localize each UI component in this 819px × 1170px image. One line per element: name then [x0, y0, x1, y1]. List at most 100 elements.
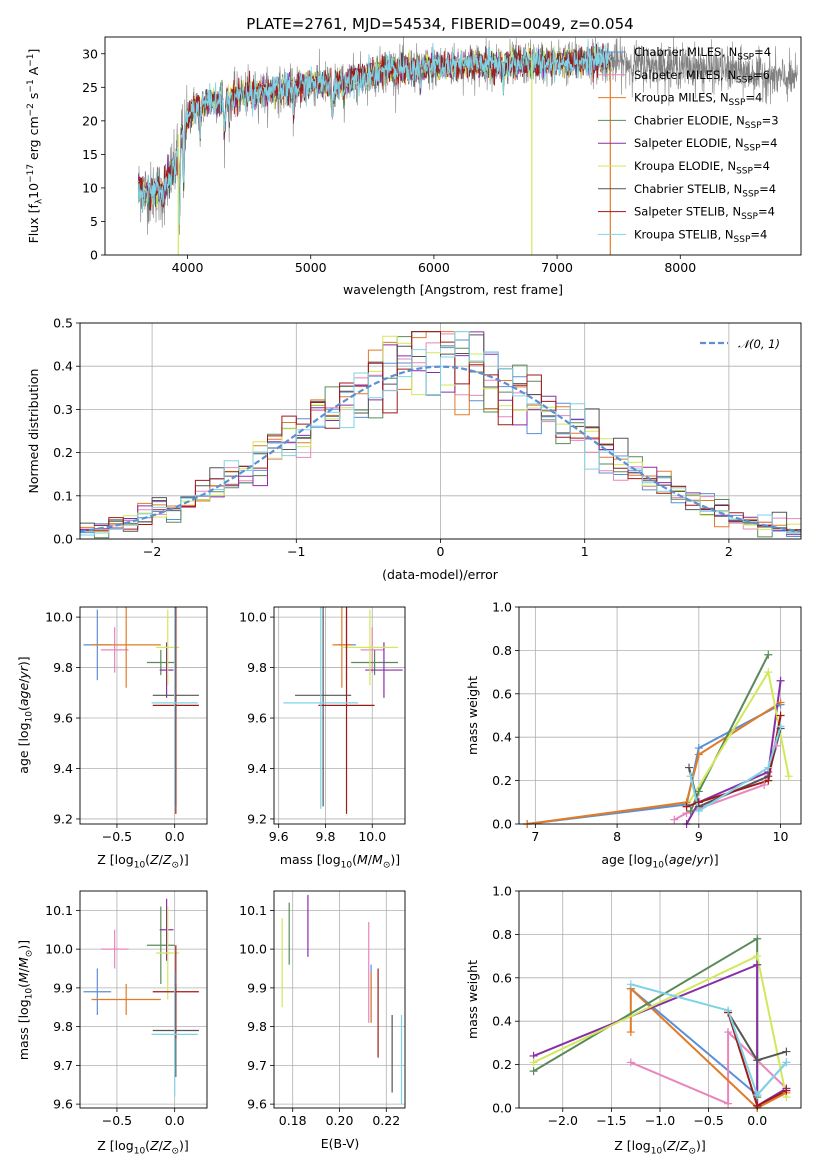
weight-line — [685, 680, 782, 824]
y-axis-label: mass [log10(M/M⊙)] — [16, 940, 35, 1060]
axes-frame — [518, 890, 802, 1109]
y-tick-label: 0.0 — [492, 1101, 512, 1116]
weight-marker — [626, 1058, 635, 1067]
weight-marker — [724, 1099, 733, 1108]
x-axis-label: (data-model)/error — [382, 567, 499, 582]
y-tick-label: 15 — [82, 147, 98, 162]
y-tick-label: 0.0 — [492, 817, 512, 832]
x-tick-label: 0.20 — [326, 1113, 354, 1128]
y-axis-label: age [log10(age/yr)] — [16, 656, 35, 773]
panel-spectrum: 4000 5000 6000 7000 8000 0 5 10 15 20 25 30 Chabrier… — [26, 36, 802, 297]
x-tick-label: 7000 — [541, 260, 573, 275]
y-tick-label: 10.0 — [45, 942, 73, 957]
y-tick-label: 0.1 — [53, 488, 73, 503]
y-tick-label: 9.6 — [53, 711, 73, 726]
x-axis-label: age [log10(age/yr)] — [601, 852, 718, 871]
y-tick-label: 9.8 — [247, 1019, 267, 1034]
y-tick-label: 0.2 — [53, 445, 73, 460]
panel-age_vs_mass: 9.6 9.8 10.0 9.2 9.4 9.6 9.8 10.0 mass [log10(M/… — [239, 606, 406, 871]
y-tick-label: 9.2 — [247, 811, 267, 826]
y-tick-label: 0 — [90, 248, 98, 263]
weight-marker — [753, 934, 762, 943]
x-tick-label: 8000 — [664, 260, 696, 275]
y-tick-label: 0.3 — [53, 402, 73, 417]
weight-marker — [782, 1058, 791, 1067]
y-tick-label: 0.6 — [492, 686, 512, 701]
legend-label: Kroupa MILES, NSSP=4 — [634, 91, 762, 109]
weight-marker — [782, 1047, 791, 1056]
y-tick-label: 10.0 — [239, 942, 267, 957]
legend-label: Chabrier MILES, NSSP=4 — [634, 45, 771, 63]
weight-marker — [753, 1101, 762, 1110]
y-tick-label: 0.0 — [53, 532, 73, 547]
weight-marker — [753, 1056, 762, 1065]
y-tick-label: 0.8 — [492, 643, 512, 658]
y-tick-label: 9.6 — [53, 1097, 73, 1112]
plot-area — [281, 894, 403, 1105]
y-tick-label: 20 — [82, 113, 98, 128]
y-tick-label: 9.8 — [53, 1019, 73, 1034]
weight-marker — [782, 1086, 791, 1095]
legend-label: 𝒩(0, 1) — [738, 337, 780, 351]
x-tick-label: 9 — [695, 829, 703, 844]
panel-weight_vs_Z: −2.0 −1.5 −1.0 −0.5 0.0 0.0 0.2 0.4 0.6 0.8 1.0 mas… — [465, 884, 802, 1157]
y-tick-label: 1.0 — [492, 884, 512, 899]
y-axis-label: mass weight — [465, 676, 480, 755]
weight-marker — [686, 806, 695, 815]
residual-histogram — [80, 331, 801, 532]
x-axis-label: E(B-V) — [321, 1136, 360, 1151]
weight-marker — [626, 1028, 635, 1037]
x-tick-label: 0.0 — [165, 829, 185, 844]
weight-marker — [776, 698, 785, 707]
y-tick-label: 9.4 — [53, 761, 73, 776]
y-tick-label: 0.5 — [53, 316, 73, 331]
x-tick-label: 0.22 — [372, 1113, 400, 1128]
plot-area — [527, 654, 790, 824]
weight-marker — [724, 1006, 733, 1015]
weight-marker — [626, 980, 635, 989]
y-axis-label: Flux [fλ10−17 erg cm−2 s−1 A−1] — [26, 49, 45, 244]
axes-frame — [79, 890, 208, 1109]
y-tick-label: 10.0 — [45, 610, 73, 625]
axes-frame — [79, 322, 802, 540]
x-tick-label: −1.5 — [596, 1113, 626, 1128]
x-tick-label: −1 — [287, 544, 305, 559]
weight-marker — [670, 815, 679, 824]
weight-marker — [724, 1028, 733, 1037]
axes-frame — [79, 606, 208, 825]
x-tick-label: 10.0 — [358, 829, 386, 844]
weight-marker — [772, 741, 781, 750]
x-tick-label: −2.0 — [548, 1113, 578, 1128]
y-tick-label: 9.9 — [247, 980, 267, 995]
weight-line — [689, 726, 782, 813]
legend-label: Salpeter ELODIE, NSSP=4 — [634, 136, 777, 154]
x-tick-label: 9.6 — [269, 829, 289, 844]
x-tick-label: 5000 — [295, 260, 327, 275]
weight-marker — [685, 763, 694, 772]
y-tick-label: 10 — [82, 180, 98, 195]
y-tick-label: 25 — [82, 80, 98, 95]
weight-marker — [776, 711, 785, 720]
y-tick-label: 0.4 — [53, 359, 73, 374]
weight-line — [533, 936, 759, 1098]
weight-marker — [776, 722, 785, 731]
weight-marker — [764, 668, 773, 677]
panel-weight_vs_age: 7 8 9 10 0.0 0.2 0.4 0.6 0.8 1.0 mass weight age [l… — [465, 600, 802, 871]
x-axis-label: Z [log10(Z/Z⊙)] — [97, 1138, 189, 1157]
x-tick-label: −1.0 — [645, 1113, 675, 1128]
x-tick-label: 7 — [531, 829, 539, 844]
panel-age_vs_Z: −0.5 0.0 9.2 9.4 9.6 9.8 10.0 Z [log10(Z/Z⊙)] ag… — [16, 606, 208, 871]
y-tick-label: 9.7 — [53, 1058, 73, 1073]
plot-area — [83, 898, 199, 1097]
y-tick-label: 10.1 — [239, 903, 267, 918]
y-tick-label: 0.2 — [492, 1057, 512, 1072]
y-tick-label: 10.1 — [45, 903, 73, 918]
weight-marker — [764, 650, 773, 659]
weight-marker — [529, 1058, 538, 1067]
y-tick-label: 9.9 — [53, 980, 73, 995]
y-tick-label: 9.8 — [53, 660, 73, 675]
y-tick-label: 10.0 — [239, 610, 267, 625]
y-tick-label: 9.6 — [247, 1097, 267, 1112]
x-tick-label: 0.0 — [747, 1113, 767, 1128]
